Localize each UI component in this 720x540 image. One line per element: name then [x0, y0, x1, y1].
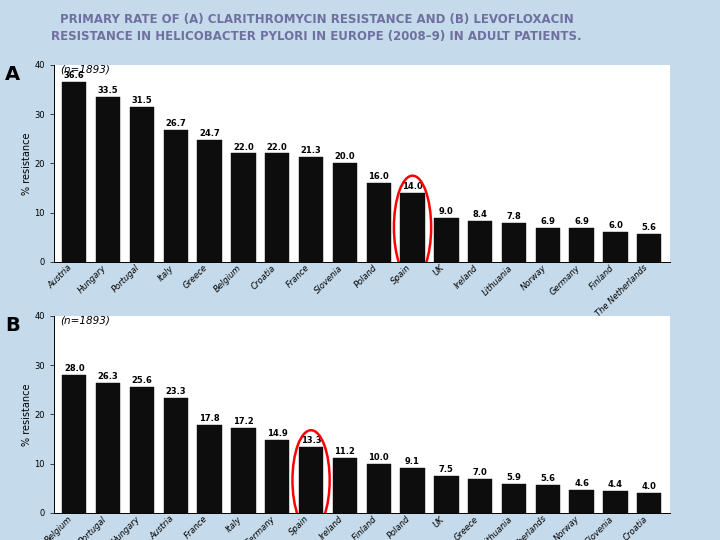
Text: 5.9: 5.9	[507, 473, 521, 482]
Bar	[400, 468, 425, 513]
Text: A: A	[5, 65, 20, 84]
Text: RESISTANCE IN HELICOBACTER PYLORI IN EUROPE (2008–9) IN ADULT PATIENTS.: RESISTANCE IN HELICOBACTER PYLORI IN EUR…	[52, 30, 582, 43]
Bar	[96, 383, 120, 513]
Bar	[536, 228, 560, 262]
Text: B: B	[5, 316, 20, 335]
Bar	[231, 153, 256, 262]
Bar	[163, 398, 188, 513]
Bar	[536, 485, 560, 513]
Bar	[163, 130, 188, 262]
Text: 22.0: 22.0	[233, 143, 253, 152]
Bar	[96, 97, 120, 262]
Text: 6.9: 6.9	[541, 217, 555, 226]
Text: (n=1893): (n=1893)	[60, 316, 110, 326]
Bar	[468, 220, 492, 262]
Text: 4.6: 4.6	[574, 480, 589, 488]
Text: 10.0: 10.0	[369, 453, 389, 462]
Bar	[637, 494, 662, 513]
Text: 7.8: 7.8	[507, 213, 521, 221]
Text: 5.6: 5.6	[642, 224, 657, 232]
Bar	[333, 163, 357, 262]
Bar	[333, 458, 357, 513]
Text: 16.0: 16.0	[369, 172, 389, 181]
Bar	[637, 234, 662, 262]
Bar	[265, 440, 289, 513]
Text: 33.5: 33.5	[98, 86, 118, 95]
Bar	[130, 387, 154, 513]
Bar	[603, 232, 628, 262]
Text: 26.7: 26.7	[166, 119, 186, 129]
Text: 21.3: 21.3	[301, 146, 321, 155]
Text: 17.8: 17.8	[199, 414, 220, 423]
Bar	[265, 153, 289, 262]
Text: 4.4: 4.4	[608, 481, 623, 489]
Bar	[366, 464, 391, 513]
Text: 14.0: 14.0	[402, 182, 423, 191]
Text: PRIMARY RATE OF (A) CLARITHROMYCIN RESISTANCE AND (B) LEVOFLOXACIN: PRIMARY RATE OF (A) CLARITHROMYCIN RESIS…	[60, 14, 574, 26]
Text: 24.7: 24.7	[199, 129, 220, 138]
Text: 25.6: 25.6	[132, 376, 153, 385]
Bar	[231, 428, 256, 513]
Bar	[299, 448, 323, 513]
Bar	[502, 224, 526, 262]
Text: 26.3: 26.3	[98, 373, 119, 381]
Text: 6.9: 6.9	[575, 217, 589, 226]
Text: 28.0: 28.0	[64, 364, 85, 373]
Text: 7.5: 7.5	[439, 465, 454, 474]
Bar	[570, 490, 594, 513]
Text: 36.6: 36.6	[64, 71, 85, 79]
Bar	[468, 478, 492, 513]
Bar	[434, 218, 459, 262]
Y-axis label: % resistance: % resistance	[22, 383, 32, 446]
Text: 9.1: 9.1	[405, 457, 420, 466]
Bar	[570, 228, 594, 262]
Bar	[400, 193, 425, 262]
Bar	[197, 426, 222, 513]
Bar	[434, 476, 459, 513]
Text: 6.0: 6.0	[608, 221, 623, 231]
Bar	[502, 484, 526, 513]
Text: 7.0: 7.0	[473, 468, 487, 476]
Y-axis label: % resistance: % resistance	[22, 132, 32, 194]
Text: (n=1893): (n=1893)	[60, 65, 110, 75]
Bar	[366, 183, 391, 262]
Bar	[130, 107, 154, 262]
Text: 9.0: 9.0	[439, 207, 454, 215]
Text: 20.0: 20.0	[335, 152, 355, 161]
Bar	[299, 157, 323, 262]
Text: 17.2: 17.2	[233, 417, 253, 426]
Text: 13.3: 13.3	[301, 436, 321, 446]
Bar	[603, 491, 628, 513]
Text: 8.4: 8.4	[473, 210, 487, 219]
Bar	[197, 140, 222, 262]
Bar	[62, 82, 86, 262]
Text: 5.6: 5.6	[540, 475, 555, 483]
Text: 11.2: 11.2	[335, 447, 356, 456]
Text: 22.0: 22.0	[267, 143, 287, 152]
Bar	[62, 375, 86, 513]
Text: 4.0: 4.0	[642, 482, 657, 491]
Text: 31.5: 31.5	[132, 96, 153, 105]
Text: 14.9: 14.9	[267, 429, 287, 437]
Text: 23.3: 23.3	[166, 387, 186, 396]
